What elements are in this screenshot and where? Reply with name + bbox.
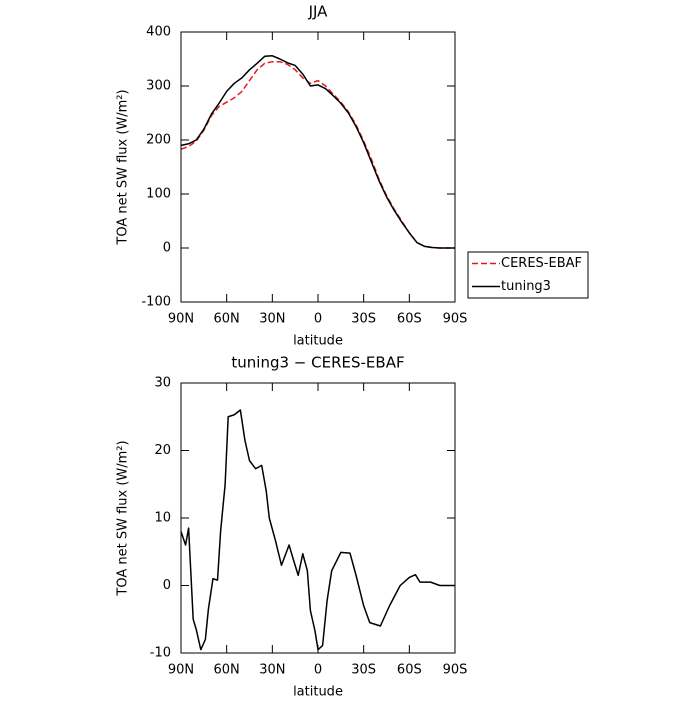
legend-label: tuning3: [501, 279, 551, 294]
y-tick-label: 200: [146, 133, 171, 148]
x-tick-label: 30S: [351, 312, 376, 327]
x-tick-label: 60S: [397, 312, 422, 327]
y-axis-label: TOA net SW flux (W/m²): [116, 89, 131, 245]
y-tick-label: 100: [146, 187, 171, 202]
y-tick-label: 30: [154, 376, 171, 391]
x-tick-label: 30N: [259, 312, 285, 327]
chart-title: tuning3 − CERES-EBAF: [231, 354, 404, 372]
x-tick-label: 60N: [214, 663, 240, 678]
plot-frame: [180, 382, 456, 654]
data-line: [180, 409, 455, 651]
x-tick-label: 90S: [443, 312, 468, 327]
y-tick-label: 400: [146, 25, 171, 40]
x-tick-label: 90S: [443, 663, 468, 678]
x-tick-label: 60N: [214, 312, 240, 327]
x-tick-label: 0: [314, 312, 322, 327]
y-tick-label: -10: [150, 646, 171, 661]
x-tick-label: 30N: [259, 663, 285, 678]
y-tick-label: 0: [163, 241, 171, 256]
y-tick-label: -100: [141, 295, 171, 310]
x-tick-label: 90N: [168, 663, 194, 678]
y-axis-label: TOA net SW flux (W/m²): [116, 440, 131, 596]
y-tick-label: 300: [146, 79, 171, 94]
y-tick-label: 0: [163, 578, 171, 593]
x-axis-label: latitude: [293, 685, 343, 700]
legend-box: [467, 251, 589, 299]
legend-label: CERES-EBAF: [501, 256, 582, 271]
y-tick-label: 10: [154, 511, 171, 526]
x-axis-label: latitude: [293, 334, 343, 349]
x-tick-label: 60S: [397, 663, 422, 678]
x-tick-label: 30S: [351, 663, 376, 678]
x-tick-label: 0: [314, 663, 322, 678]
x-tick-label: 90N: [168, 312, 194, 327]
data-line: [180, 60, 455, 249]
y-tick-label: 20: [154, 443, 171, 458]
plot-frame: [180, 31, 456, 303]
chart-title: JJA: [308, 3, 329, 21]
data-line: [180, 55, 455, 249]
